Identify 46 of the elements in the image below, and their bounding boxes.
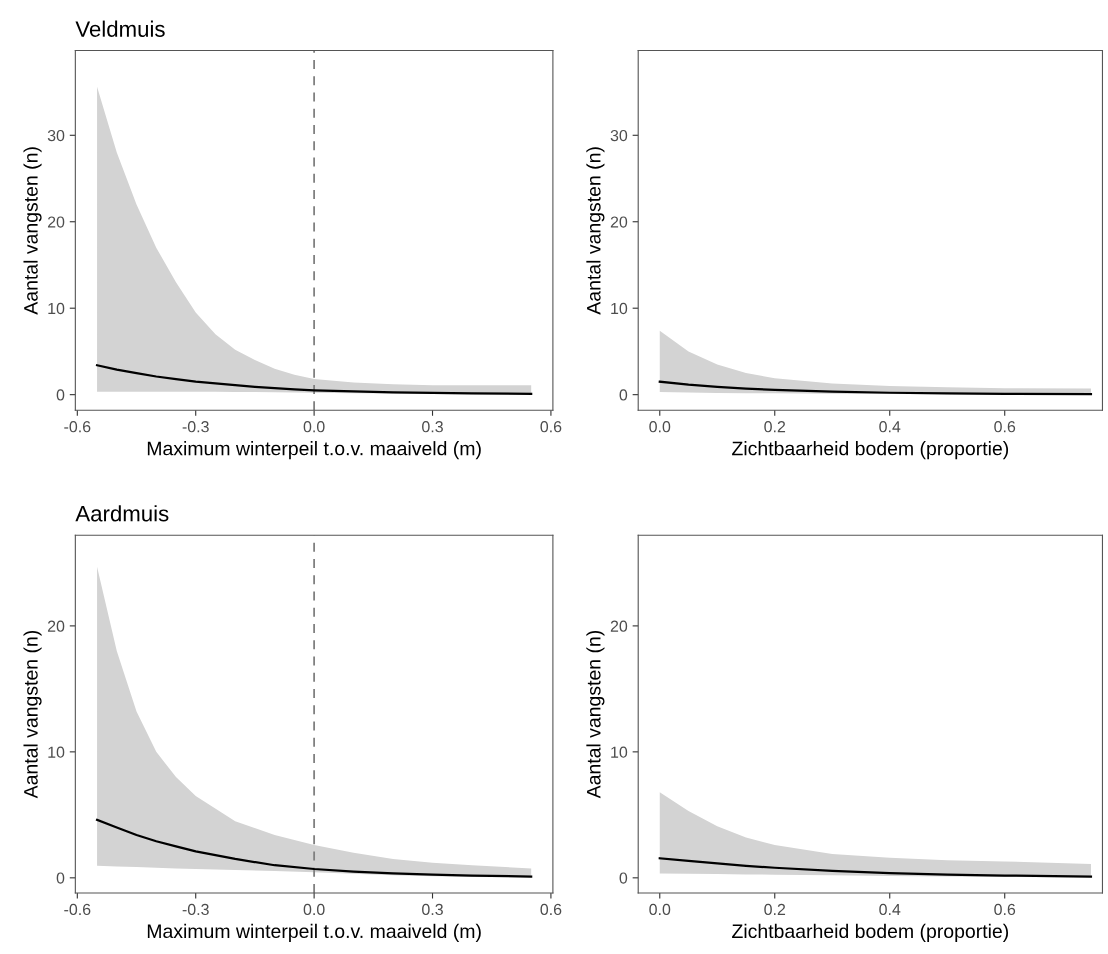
x-tick-label: 0.2 (764, 421, 786, 433)
x-tick-label: -0.3 (182, 421, 209, 433)
x-axis-title: Maximum winterpeil t.o.v. maaiveld (m) (147, 923, 481, 942)
chart-title: Aardmuis (75, 505, 169, 522)
y-tick-label: 20 (610, 216, 628, 228)
y-tick-label: 10 (48, 746, 65, 758)
line-series (658, 857, 1093, 878)
x-tick-label: -0.3 (182, 903, 209, 916)
x-tick-label: 0.0 (303, 903, 325, 916)
x-tick-label: 0.4 (879, 421, 901, 433)
x-tick-label: -0.6 (64, 903, 91, 916)
y-tick-label: 20 (610, 620, 628, 632)
x-tick-label: -0.6 (64, 421, 91, 433)
y-tick-label: 0 (619, 389, 628, 401)
chart-title: Veldmuis (75, 20, 165, 37)
y-axis-title: Aantal vangsten (n) (23, 630, 42, 799)
x-tick-label: 0.6 (540, 903, 562, 916)
x-axis-title: Zichtbaarheid bodem (proportie) (732, 923, 1009, 942)
x-tick-label: 0.3 (422, 421, 443, 433)
x-axis-title: Maximum winterpeil t.o.v. maaiveld (m) (147, 441, 481, 460)
y-tick-label: 0 (56, 872, 65, 884)
y-axis-title: Aantal vangsten (n) (586, 147, 605, 315)
y-tick-label: 20 (47, 216, 65, 228)
y-tick-label: 30 (47, 129, 65, 142)
y-axis-title: Aantal vangsten (n) (23, 147, 42, 315)
y-tick-label: 0 (619, 872, 628, 884)
y-tick-label: 10 (611, 746, 628, 758)
x-tick-label: 0.0 (649, 421, 671, 433)
x-tick-label: 0.4 (879, 903, 901, 916)
x-tick-label: 0.6 (994, 903, 1016, 916)
y-tick-label: 10 (48, 302, 65, 315)
y-tick-label: 0 (56, 389, 65, 401)
y-tick-label: 30 (610, 129, 628, 142)
y-tick-label: 10 (611, 302, 628, 315)
x-tick-label: 0.6 (540, 421, 562, 433)
y-tick-label: 20 (47, 620, 65, 632)
y-axis-title: Aantal vangsten (n) (586, 630, 605, 799)
line-series (95, 364, 533, 395)
line-series (658, 380, 1093, 396)
line-series (95, 818, 533, 878)
x-tick-label: 0.3 (422, 903, 443, 916)
x-tick-label: 0.0 (649, 903, 671, 916)
x-tick-label: 0.2 (764, 903, 786, 916)
x-tick-label: 0.6 (994, 421, 1016, 433)
x-axis-title: Zichtbaarheid bodem (proportie) (732, 441, 1009, 460)
x-tick-label: 0.0 (303, 421, 325, 433)
